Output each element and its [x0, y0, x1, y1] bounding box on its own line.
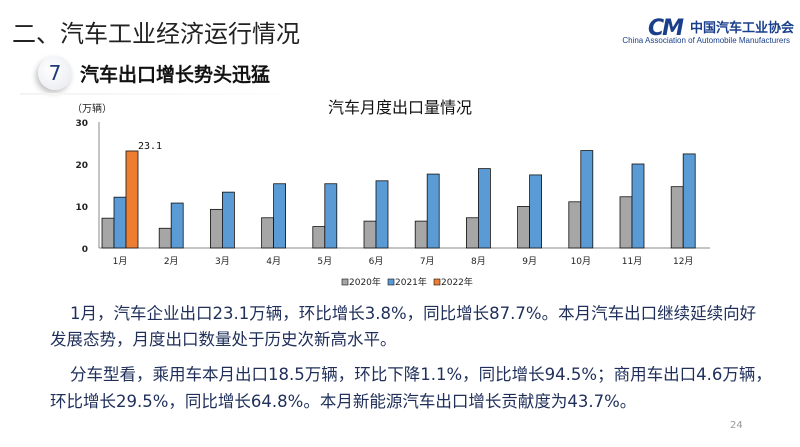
bar-2020年-7月: [414, 220, 428, 249]
bar-2021年-6月: [375, 180, 389, 249]
bar-2020年-11月: [619, 196, 633, 249]
caam-logo-icon: CM: [648, 16, 684, 41]
logo-text-cn: 中国汽车工业协会: [690, 21, 795, 36]
x-tick-label: 7月: [420, 256, 435, 267]
logo-text-en: China Association of Automobile Manufact…: [622, 36, 790, 45]
paragraph-1: 1月，汽车企业出口23.1万辆，环比增长3.8%，同比增长87.7%。本月汽车出…: [70, 304, 757, 323]
legend-label: 2021年: [395, 276, 427, 288]
bar-2020年-12月: [670, 186, 684, 249]
divider: [20, 93, 320, 95]
legend-swatch-2021年: [387, 278, 395, 286]
bar-2020年-1月: [101, 217, 115, 249]
section-number-badge: 7: [38, 56, 72, 90]
y-tick-label: 20: [75, 161, 88, 171]
bar-2020年-10月: [568, 201, 582, 249]
y-tick-label: 0: [82, 245, 88, 255]
chart-title: 汽车月度出口量情况: [328, 98, 472, 117]
paragraph-2-cont: 环比增长29.5%，同比增长64.8%。本月新能源汽车出口增长贡献度为43.7%…: [50, 392, 637, 411]
bar-2021年-11月: [631, 163, 645, 249]
legend-label: 2020年: [349, 276, 381, 288]
legend-swatch-2020年: [341, 278, 349, 286]
page-number: 24: [730, 420, 743, 431]
bar-2020年-5月: [312, 226, 326, 249]
x-tick-label: 1月: [113, 256, 128, 267]
x-tick-label: 11月: [622, 256, 642, 267]
y-tick-label: 30: [75, 119, 88, 129]
x-tick-label: 3月: [215, 256, 230, 267]
y-axis-label: （万辆）: [72, 102, 112, 115]
bar-2021年-12月: [682, 153, 696, 249]
y-tick-label: 10: [75, 203, 88, 213]
bar-2022年-1月: [125, 150, 139, 249]
bar-chart: 汽车月度出口量情况 （万辆） 0 10 20 30 23.1 1月 2月 3月 4月 5月 6月…: [72, 98, 710, 288]
x-tick-label: 6月: [369, 256, 384, 267]
x-tick-label: 5月: [317, 256, 332, 267]
section-title: 汽车出口增长势头迅猛: [80, 64, 271, 86]
bar-2020年-6月: [363, 220, 377, 249]
bar-2021年-9月: [529, 174, 542, 249]
bar-2021年-7月: [426, 173, 440, 249]
bar-2020年-4月: [261, 217, 275, 249]
x-tick-label: 10月: [571, 256, 591, 267]
x-tick-label: 8月: [471, 256, 486, 267]
x-tick-label: 2月: [164, 256, 179, 267]
legend-label: 2022年: [441, 276, 473, 288]
bar-2020年-8月: [465, 217, 479, 249]
bar-2021年-3月: [221, 191, 235, 249]
paragraph-2: 分车型看，乘用车本月出口18.5万辆，环比下降1.1%，同比增长94.5%；商用…: [70, 365, 772, 384]
bar-2021年-4月: [273, 183, 287, 249]
legend-swatch-2022年: [433, 278, 441, 286]
bar-2021年-8月: [477, 168, 491, 249]
bar-2020年-9月: [517, 206, 530, 249]
bar-2021年-10月: [580, 150, 594, 249]
x-tick-label: 4月: [266, 256, 281, 267]
x-tick-label: 9月: [522, 256, 537, 267]
bar-2020年-3月: [209, 208, 223, 249]
bar-2021年-1月: [113, 196, 127, 249]
x-tick-label: 12月: [673, 256, 693, 267]
data-label: 23.1: [138, 141, 162, 152]
paragraph-1-cont: 发展态势，月度出口数量处于历史次新高水平。: [50, 330, 397, 349]
slide-title: 二、汽车工业经济运行情况: [12, 20, 300, 48]
bar-2021年-2月: [170, 202, 184, 249]
bar-2021年-5月: [324, 183, 338, 249]
bar-2020年-2月: [158, 227, 172, 249]
